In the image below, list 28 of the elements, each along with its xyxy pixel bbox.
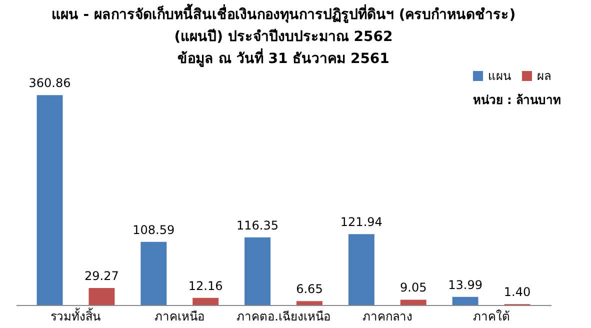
x-tick-label: ภาคกลาง (362, 310, 412, 324)
bar (140, 242, 167, 305)
x-tick-label: ภาคเหนือ (154, 310, 205, 324)
data-label: 6.65 (296, 282, 323, 296)
x-tick-label: ภาคตอ.เฉียงเหนือ (236, 310, 330, 324)
data-label: 121.94 (340, 215, 382, 230)
bar (400, 300, 426, 305)
x-tick-label: รวมทั้งสิ้น (50, 308, 101, 324)
bar (88, 288, 115, 305)
bar (452, 296, 478, 305)
bar (296, 301, 322, 305)
x-tick-label: ภาคใต้ (472, 310, 510, 324)
bar (192, 298, 219, 305)
legend-label: แผน (488, 69, 511, 83)
legend-label: ผล (537, 69, 551, 83)
bar (244, 237, 271, 305)
data-label: 108.59 (132, 222, 175, 237)
data-label: 12.16 (188, 278, 223, 293)
data-label: 116.35 (236, 218, 279, 232)
bar (36, 95, 63, 305)
data-label: 9.05 (400, 280, 427, 295)
chart-title: แผน - ผลการจัดเก็บหนี้สินเชื่อเงินกองทุนการปฏิรูปที่ดินฯ (ครบกำหนดชำระ) (แผนปี) ประจำปีงบประมาณ 2562 ข้อมูล ณ วันที่ 31 ธันวาคม 2561 (51, 3, 516, 67)
annotation: หน่วย : ล้านบาท (472, 93, 561, 107)
data-label: 360.86 (28, 76, 71, 90)
data-label: 13.99 (448, 278, 482, 292)
bar (348, 234, 374, 305)
data-label: 1.40 (504, 285, 531, 300)
data-label: 29.27 (84, 268, 119, 283)
